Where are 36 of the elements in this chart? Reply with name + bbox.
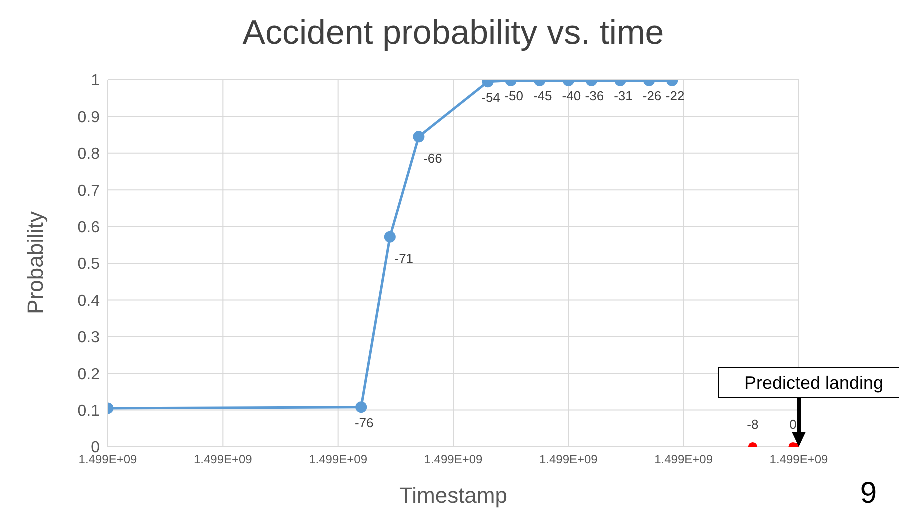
annotation: -40 <box>562 88 582 104</box>
y-tick-label: 0.6 <box>78 219 100 236</box>
annotation: -31 <box>614 88 633 104</box>
annotation: -45 <box>533 88 552 104</box>
y-tick-label: 0.9 <box>78 109 100 126</box>
y-tick-label: 0.7 <box>78 182 100 200</box>
annotation: -8 <box>747 417 759 432</box>
y-tick-label: 0.4 <box>78 292 100 310</box>
x-tick-label: 1.499E+09 <box>309 452 368 467</box>
x-tick-label: 1.499E+09 <box>194 452 253 467</box>
annotation: -76 <box>354 415 374 430</box>
x-tick-label: 1.499E+09 <box>424 452 484 467</box>
x-tick-label: 1.499E+09 <box>654 452 714 467</box>
annotation: -66 <box>424 150 442 166</box>
x-tick-label: 1.499E+09 <box>539 452 598 467</box>
annotation: -22 <box>666 88 685 104</box>
y-tick-label: 0.1 <box>78 402 100 420</box>
annotation: -36 <box>585 88 604 104</box>
text: 9 <box>860 477 877 511</box>
y-tick-label: 0.8 <box>78 146 100 164</box>
x-tick-label: 1.499E+09 <box>78 452 138 467</box>
y-tick-label: 1 <box>91 72 100 90</box>
point <box>384 231 396 243</box>
y-axis-title: Probability <box>23 210 49 316</box>
y-tick-label: 0.2 <box>78 366 100 384</box>
x-tick-label: 1.499E+09 <box>770 452 829 467</box>
y-tick-label: 0.3 <box>78 330 100 347</box>
annotation: -26 <box>642 88 662 104</box>
annotation: Predicted landing <box>744 373 884 393</box>
annotation: -71 <box>394 251 414 266</box>
annotation: -54 <box>482 90 500 105</box>
chart-title: Accident probability vs. time <box>242 14 666 53</box>
annotation: 0 <box>790 417 797 432</box>
x-axis-title: Timestamp <box>398 483 508 509</box>
y-tick-label: 0.5 <box>78 256 100 274</box>
annotation: -50 <box>504 88 524 104</box>
